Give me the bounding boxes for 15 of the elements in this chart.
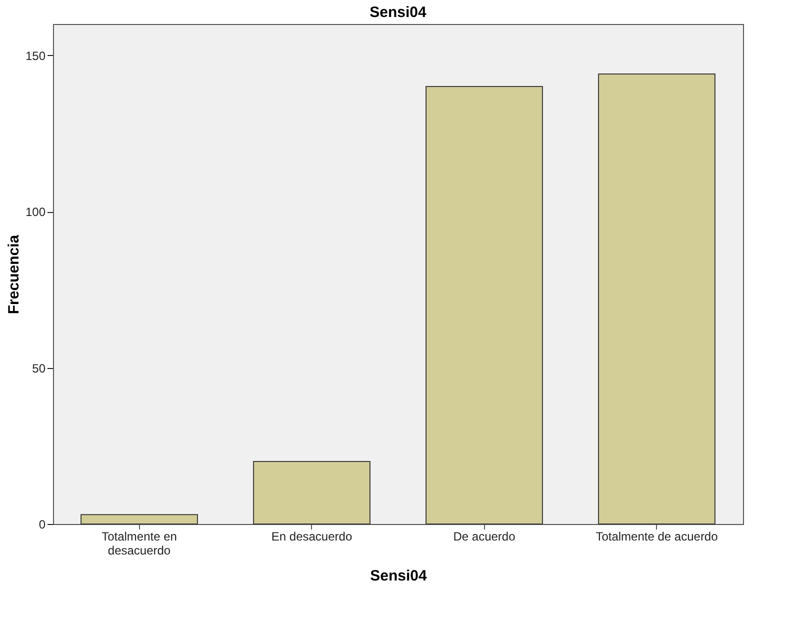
bar xyxy=(253,461,370,524)
x-tick-label: En desacuerdo xyxy=(271,530,352,544)
bar xyxy=(598,74,716,524)
y-tick-label: 50 xyxy=(32,361,46,376)
y-axis-title: Frecuencia xyxy=(5,234,22,314)
y-tick-label: 0 xyxy=(38,518,46,532)
y-tick-label: 150 xyxy=(25,48,46,63)
x-axis-title: Sensi04 xyxy=(370,568,428,584)
x-tick-label: Totalmente en desacuerdo xyxy=(102,530,177,558)
x-tick-label: De acuerdo xyxy=(453,530,516,544)
x-tick-label: Totalmente de acuerdo xyxy=(596,530,718,544)
bar xyxy=(426,86,543,524)
chart-title: Sensi04 xyxy=(370,4,427,21)
bar xyxy=(80,514,198,524)
y-tick-label: 100 xyxy=(25,205,46,219)
